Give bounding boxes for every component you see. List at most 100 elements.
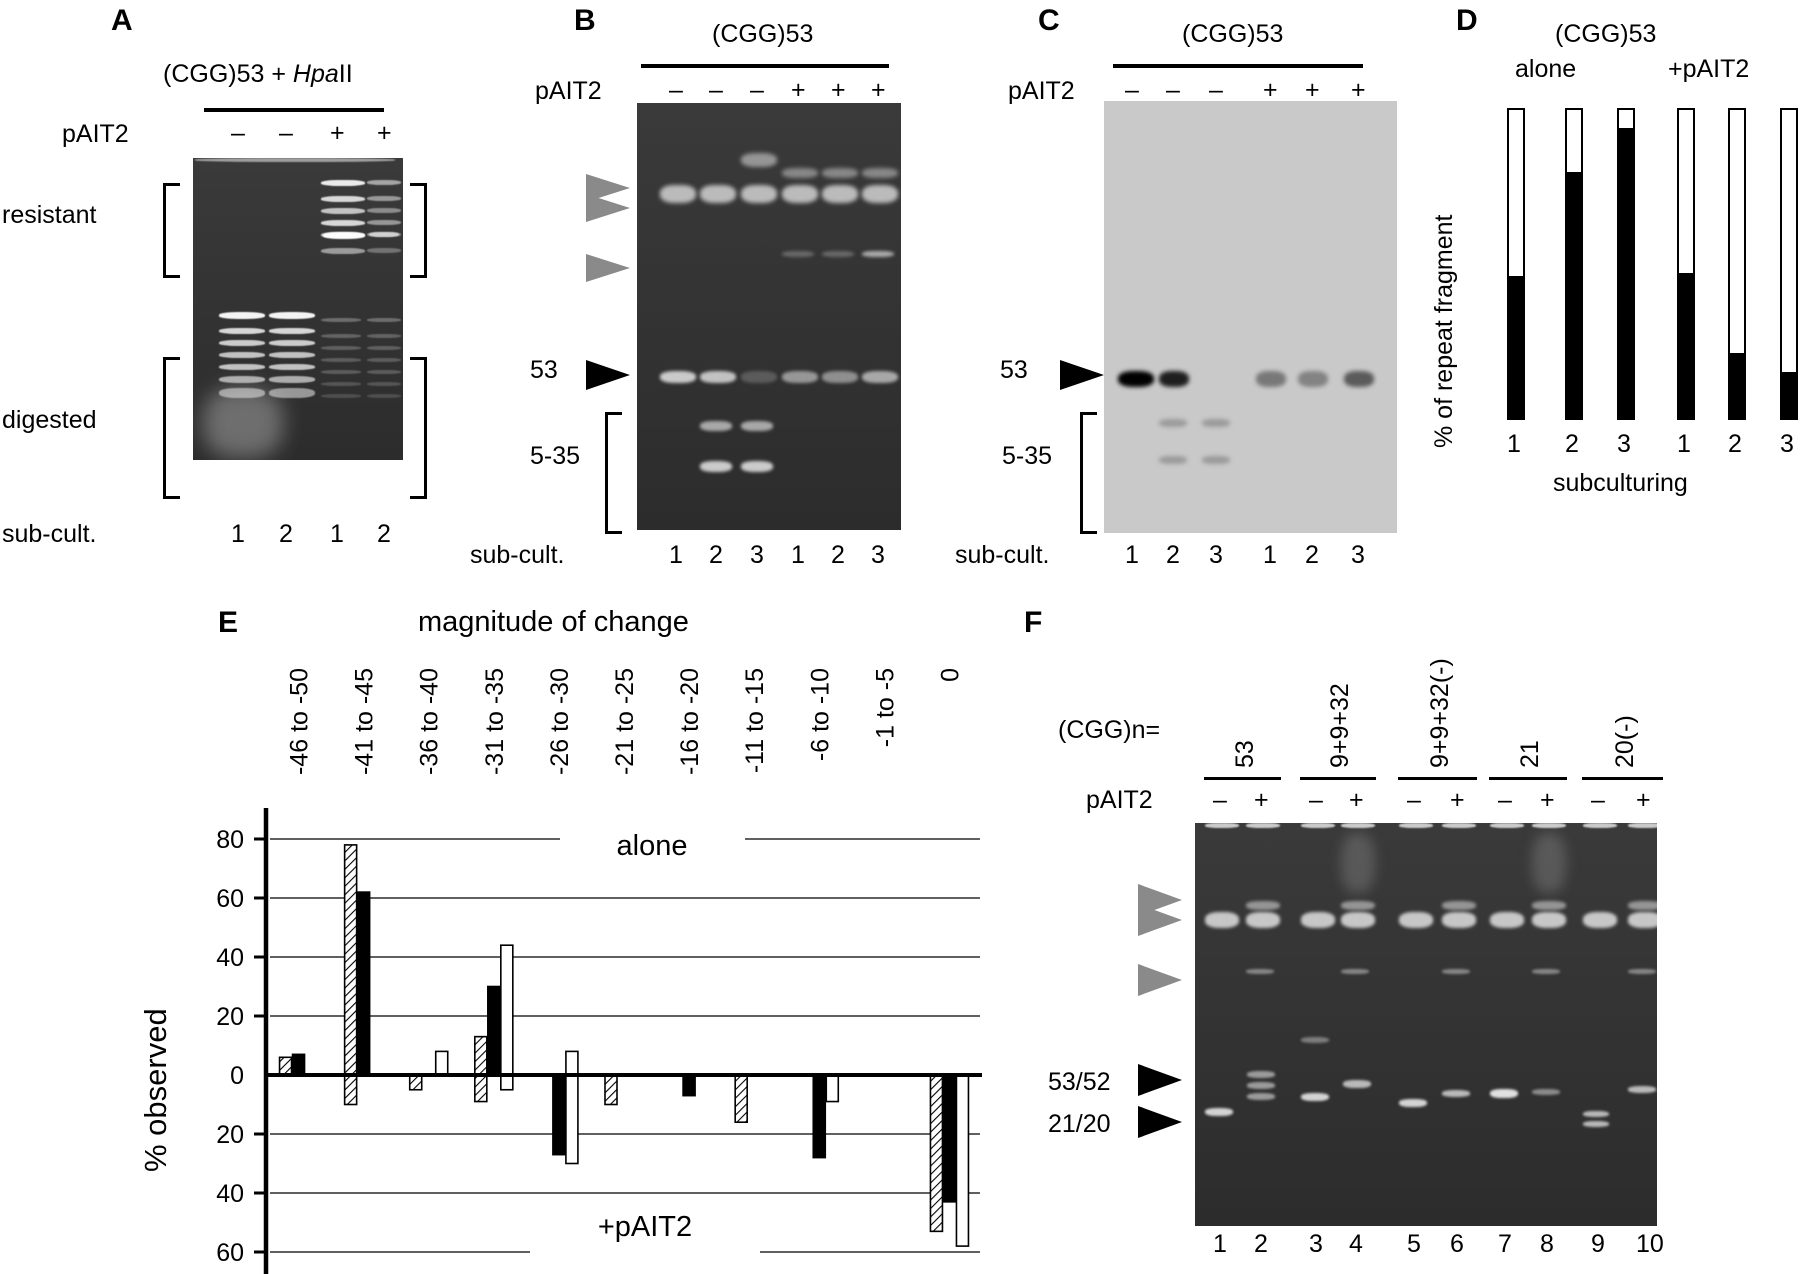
panel-f-label: F [1024,606,1043,639]
category-label-2: -41 to -45 [351,668,379,775]
gel-band [1341,969,1369,974]
gel-band [367,346,401,350]
y-tick-top-40: 40 [216,944,244,972]
arrowhead-middle [1138,904,1182,936]
gel-band [269,352,315,358]
panel-d-bar-2 [1565,108,1583,420]
panel-c-subcult-2: 2 [1166,541,1180,569]
panel-f-arrowhead-21-20 [1138,1106,1182,1138]
gel-band [700,461,732,472]
gel-band [1583,1121,1609,1127]
panel-d-group-pait2: +pAIT2 [1668,55,1750,83]
gel-band [1246,912,1280,928]
gel-band [822,371,858,383]
gel-band [1247,1093,1275,1100]
gel-band [1442,912,1476,928]
bar-open-pait2-4 [500,1074,514,1091]
gel-band [1532,823,1566,828]
bar-hatched-pait2-3 [408,1074,423,1091]
panel-a-subcult-4: 2 [377,520,391,548]
gel-band [1628,912,1657,928]
panel-d-bar-fill-6 [1782,371,1796,418]
panel-c-lane-sign-2: – [1166,76,1180,104]
y-tick-top-20: 20 [216,1003,244,1031]
panel-c-subcult-1: 1 [1125,541,1139,569]
y-tick-top-60: 60 [216,885,244,913]
panel-c-label: C [1038,4,1060,37]
panel-b-subcult-6: 3 [871,541,885,569]
panel-b-pait2-label: pAIT2 [535,77,602,105]
bar-filled-alone-1 [291,1053,306,1076]
panel-c-marker-range: 5-35 [1002,442,1053,470]
y-tick-bottom-60: 60 [216,1239,244,1267]
gel-band [367,248,401,253]
gel-band [1298,371,1328,387]
gel-band [1628,1086,1656,1093]
panel-a-title: (CGG)53 + HpaII [163,60,353,88]
panel-f-lane-number-8: 8 [1540,1230,1554,1258]
panel-f-marker-21-20: 21/20 [1048,1110,1111,1138]
panel-f-group-1: 53 [1230,740,1259,768]
gel-band [1343,1080,1371,1088]
panel-d-bar-fill-4 [1679,273,1693,418]
gel-band [1532,1089,1560,1095]
panel-f-lane-sign-4: + [1349,786,1364,814]
category-label-5: -26 to -30 [546,668,574,775]
panel-b-marker-53: 53 [530,356,558,384]
gel-band [1118,371,1154,387]
panel-f-lane-number-2: 2 [1254,1230,1268,1258]
panel-f-arrowhead-53-52 [1138,1064,1182,1096]
bar-hatched-alone-4 [474,1035,488,1076]
gel-band [1159,371,1189,387]
gel-band [1341,823,1375,828]
panel-c-title-rule [1113,64,1363,68]
panel-b-title-rule [641,64,889,68]
panel-b-lane-sign-1: – [669,76,683,104]
bar-filled-alone-2 [356,891,371,1076]
bar-open-alone-3 [434,1050,449,1076]
gel-band [367,382,401,386]
gel-band [1490,912,1524,928]
panel-b-title: (CGG)53 [712,20,814,48]
panel-f-lane-sign-8: + [1540,786,1555,814]
gel-band [1205,1108,1233,1116]
category-label-6: -21 to -25 [611,668,639,775]
bar-filled-pait2-5 [552,1074,566,1156]
panel-f-lane-sign-7: – [1498,786,1512,814]
gel-band [862,251,894,257]
panel-c-lane-sign-1: – [1125,76,1139,104]
panel-a-subcult-3: 1 [330,520,344,548]
category-label-4: -31 to -35 [481,668,509,775]
gel-band [1247,1082,1275,1089]
gel-band [369,232,399,237]
gel-band [862,168,898,178]
gel-band [1490,823,1524,828]
panel-b-subcult-3: 3 [750,541,764,569]
panel-d-bar-4 [1677,108,1695,420]
panel-f-lane-number-7: 7 [1498,1230,1512,1258]
panel-d-bar-5 [1728,108,1746,420]
panel-a-label: A [111,4,133,37]
gel-band [367,180,401,185]
gel-band [660,371,696,383]
gel-band [367,370,401,374]
y-tick-top-0: 0 [230,1062,244,1090]
gel-band [219,364,265,370]
gel-band [367,358,401,362]
panel-a-digested-label: digested [2,406,97,434]
panel-b-subcult-1: 1 [669,541,683,569]
gel-band [1205,823,1239,828]
gel-band [1583,823,1617,828]
category-label-1: -46 to -50 [286,668,314,775]
panel-b-arrowheads-gray [586,174,630,282]
gel-band [1159,456,1187,464]
gel-band [741,185,777,203]
panel-d-bar-fill-3 [1619,128,1633,418]
panel-d-label: D [1456,4,1478,37]
panel-b-range-bracket [605,412,622,534]
bar-hatched-pait2-4 [474,1074,488,1103]
panel-f-group-rule-2 [1300,777,1376,780]
panel-a-digested-bracket-left [163,357,180,499]
gel-band [219,340,265,346]
panel-f-lane-number-5: 5 [1407,1230,1421,1258]
